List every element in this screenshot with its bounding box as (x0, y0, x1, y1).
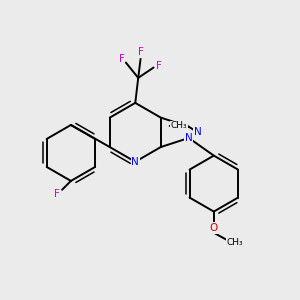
Text: N: N (185, 133, 193, 143)
Text: F: F (138, 47, 144, 57)
Text: O: O (210, 223, 218, 233)
Text: CH₃: CH₃ (227, 238, 243, 247)
Text: F: F (118, 54, 124, 64)
Text: N: N (131, 157, 139, 167)
Text: N: N (194, 127, 202, 137)
Text: CH₃: CH₃ (171, 122, 188, 130)
Text: F: F (156, 61, 162, 71)
Text: F: F (54, 189, 60, 199)
